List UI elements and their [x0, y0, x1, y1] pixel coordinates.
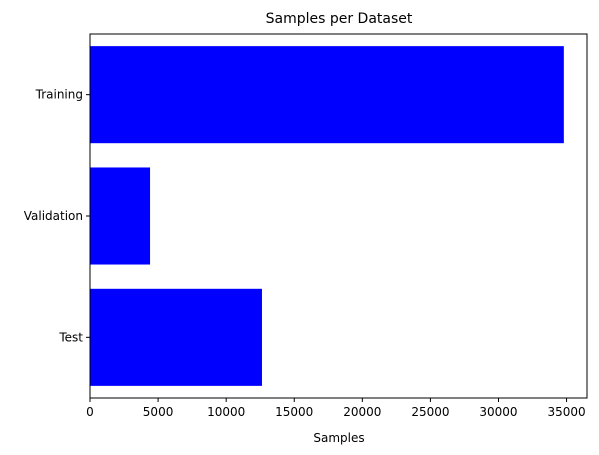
x-tick-label-20000: 20000 [343, 405, 381, 419]
y-tick-label-validation: Validation [24, 209, 83, 223]
y-tick-label-training: Training [35, 88, 83, 102]
x-tick-label-25000: 25000 [411, 405, 449, 419]
bars-group [90, 46, 564, 386]
y-axis: Training Validation Test [24, 88, 90, 344]
chart-title: Samples per Dataset [266, 11, 413, 27]
bar-training [90, 46, 564, 144]
y-tick-label-test: Test [58, 330, 83, 344]
x-tick-label-30000: 30000 [479, 405, 517, 419]
x-axis-label: Samples [313, 431, 364, 445]
bar-validation [90, 167, 151, 265]
x-axis: 0 5000 10000 15000 20000 25000 30000 35000 [86, 398, 586, 419]
x-tick-label-35000: 35000 [547, 405, 585, 419]
x-tick-label-15000: 15000 [275, 405, 313, 419]
x-tick-label-5000: 5000 [143, 405, 174, 419]
x-tick-label-10000: 10000 [207, 405, 245, 419]
x-tick-label-0: 0 [86, 405, 94, 419]
bar-test [90, 288, 262, 386]
